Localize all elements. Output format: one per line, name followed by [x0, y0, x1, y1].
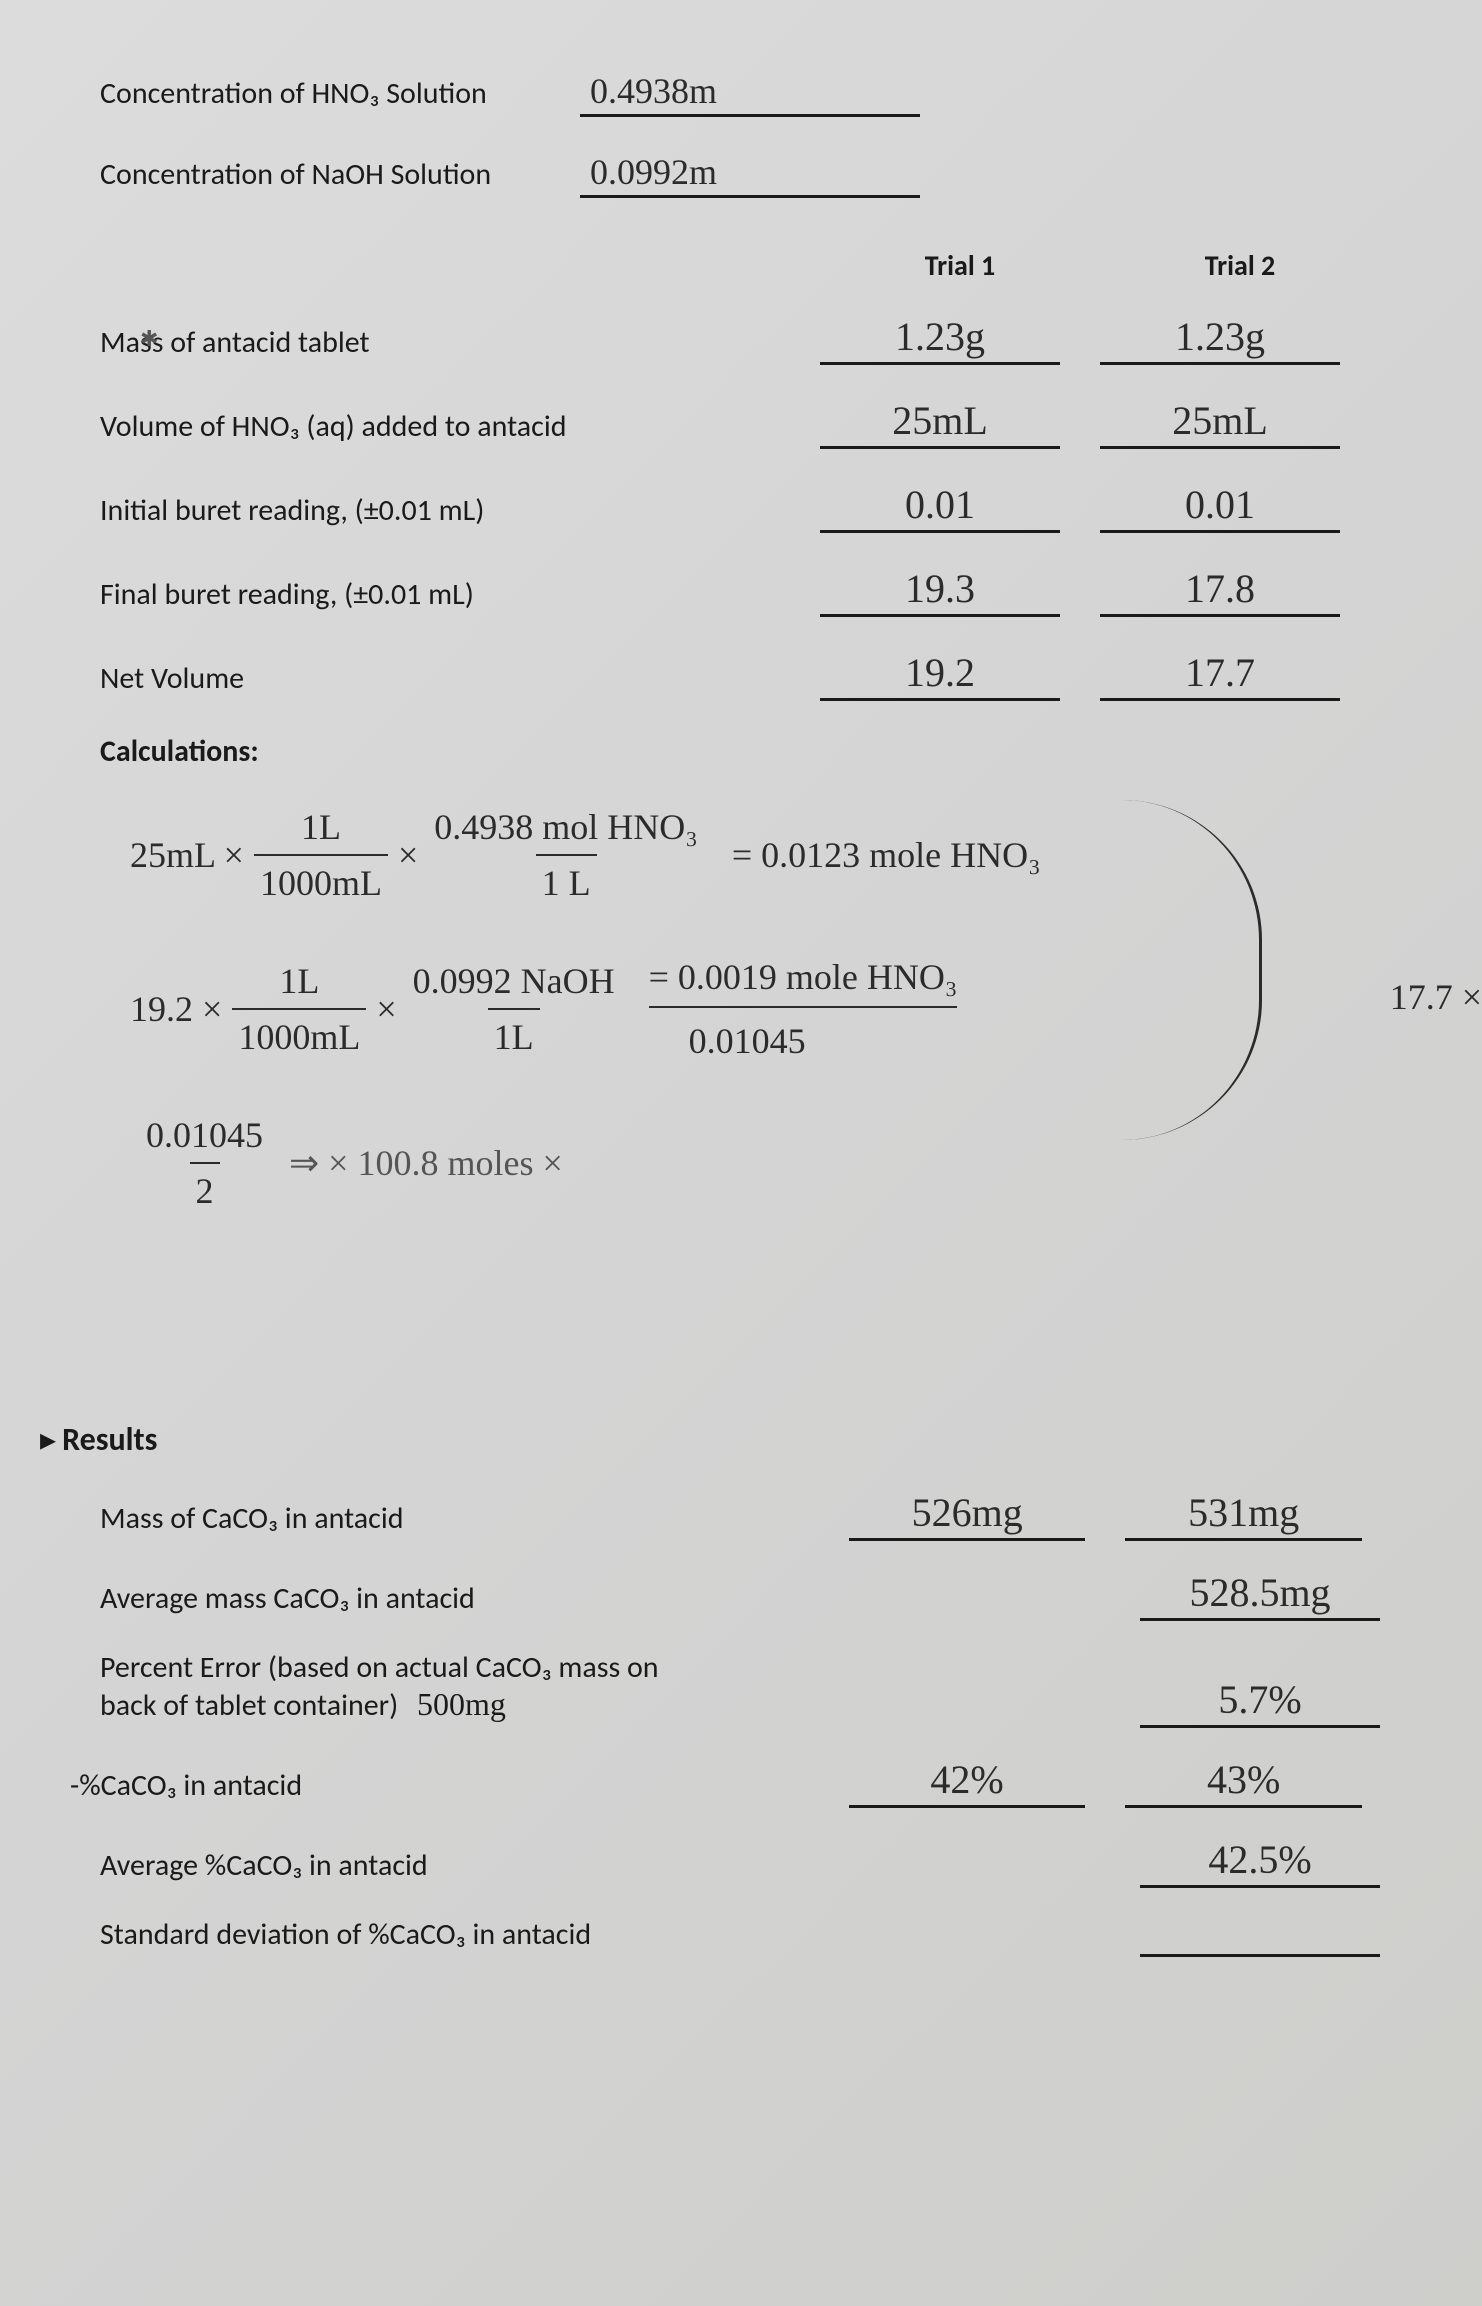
calc-text: ×: [376, 982, 396, 1036]
data-label: Mass of antacid tablet: [100, 324, 820, 365]
trial1-header: Trial 1: [820, 248, 1100, 283]
data-t2: 25mL: [1100, 397, 1340, 449]
conc-hno3-value: 0.4938m: [580, 70, 920, 117]
calculations-header: Calculations:: [100, 733, 1402, 770]
conc-naoh-row: Concentration of NaOH Solution 0.0992m: [100, 151, 1402, 198]
result-row: Average %CaCO₃ in antacid 42.5%: [100, 1836, 1402, 1888]
calc-text: 25mL ×: [130, 828, 244, 882]
result-label: Average mass CaCO₃ in antacid: [100, 1580, 860, 1621]
prefix: -: [70, 1767, 79, 1804]
calc-line-3: 0.01045 2 ⇒ × 100.8 moles ×: [130, 1108, 1402, 1218]
data-t2: 17.8: [1100, 565, 1340, 617]
result-annotation: 500mg: [417, 1686, 506, 1722]
fraction: 0.01045 2: [140, 1108, 269, 1218]
data-t2: 1.23g: [1100, 313, 1340, 365]
data-t2: 17.7: [1100, 649, 1340, 701]
frac-num: 0.4938 mol HNO₃: [428, 800, 704, 854]
conc-hno3-row: Concentration of HNO₃ Solution 0.4938m: [100, 70, 1402, 117]
calc-text: ⇒ × 100.8 moles ×: [289, 1136, 563, 1190]
frac-num: 1L: [273, 954, 325, 1008]
conc-hno3-label: Concentration of HNO₃ Solution: [100, 75, 580, 112]
result-single: 42.5%: [1140, 1836, 1380, 1888]
trial2-header: Trial 2: [1100, 248, 1380, 283]
data-t1: 1.23g: [820, 313, 1060, 365]
conc-naoh-value: 0.0992m: [580, 151, 920, 198]
data-row: Mass of antacid tablet 1.23g 1.23g: [100, 313, 1402, 365]
result-t2: 43%: [1125, 1756, 1362, 1808]
result-label: -%CaCO₃ in antacid: [70, 1767, 849, 1808]
data-label: Initial buret reading, (±0.01 mL): [100, 492, 820, 533]
frac-den: 1000mL: [254, 854, 388, 910]
result-single: 528.5mg: [1140, 1569, 1380, 1621]
result-row: Standard deviation of %CaCO₃ in antacid: [100, 1916, 1402, 1957]
bullet-icon: ✱: [140, 325, 158, 352]
frac-num: 0.0992 NaOH: [407, 954, 621, 1008]
fraction: 0.0992 NaOH 1L: [407, 954, 621, 1064]
results-header-text: Results: [62, 1420, 157, 1459]
data-t1: 19.3: [820, 565, 1060, 617]
data-row: Volume of HNO₃ (aq) added to antacid 25m…: [100, 397, 1402, 449]
result-label-text: Percent Error (based on actual CaCO₃ mas…: [100, 1649, 659, 1724]
calc-text: 19.2 ×: [130, 982, 222, 1036]
result-t2: 531mg: [1125, 1489, 1362, 1541]
data-label: Volume of HNO₃ (aq) added to antacid: [100, 408, 820, 449]
fraction: 1L 1000mL: [254, 800, 388, 910]
frac-num: 0.01045: [140, 1108, 269, 1162]
data-label: Net Volume: [100, 660, 820, 701]
result-label-text: %CaCO₃ in antacid: [79, 1767, 302, 1804]
data-t1: 19.2: [820, 649, 1060, 701]
result-row: Mass of CaCO₃ in antacid 526mg 531mg: [100, 1489, 1402, 1541]
result-label: Standard deviation of %CaCO₃ in antacid: [100, 1916, 860, 1957]
calc-result: = 0.0019 mole HNO₃: [649, 950, 958, 1008]
frac-den: 1000mL: [232, 1008, 366, 1064]
conc-naoh-label: Concentration of NaOH Solution: [100, 156, 580, 193]
result-label: Average %CaCO₃ in antacid: [100, 1847, 860, 1888]
frac-den: 1 L: [536, 854, 597, 910]
result-t1: 526mg: [849, 1489, 1086, 1541]
result-single: [1140, 1952, 1380, 1957]
data-t1: 25mL: [820, 397, 1060, 449]
results-section: Mass of CaCO₃ in antacid 526mg 531mg Ave…: [100, 1489, 1402, 1957]
result-single: 5.7%: [1140, 1676, 1380, 1728]
calculations-area: 25mL × 1L 1000mL × 0.4938 mol HNO₃ 1 L =…: [100, 800, 1402, 1300]
frac-den: 1L: [488, 1008, 540, 1064]
worksheet-page: Concentration of HNO₃ Solution 0.4938m C…: [0, 0, 1482, 2306]
result-t1: 42%: [849, 1756, 1086, 1808]
data-row: Final buret reading, (±0.01 mL) 19.3 17.…: [100, 565, 1402, 617]
result-label: Percent Error (based on actual CaCO₃ mas…: [100, 1649, 860, 1728]
results-header: ▸Results: [40, 1420, 1402, 1459]
result-row: Average mass CaCO₃ in antacid 528.5mg: [100, 1569, 1402, 1621]
data-t2: 0.01: [1100, 481, 1340, 533]
fraction: 0.4938 mol HNO₃ 1 L: [428, 800, 704, 910]
calc-sub: 0.01045: [689, 1014, 806, 1068]
data-row: Net Volume 19.2 17.7: [100, 649, 1402, 701]
fraction: 1L 1000mL: [232, 954, 366, 1064]
data-row: Initial buret reading, (±0.01 mL) 0.01 0…: [100, 481, 1402, 533]
result-label: Mass of CaCO₃ in antacid: [100, 1500, 849, 1541]
data-section: ✱ Mass of antacid tablet 1.23g 1.23g Vol…: [100, 313, 1402, 701]
calc-text: ×: [398, 828, 418, 882]
calc-right-note: 17.7 ×: [1390, 970, 1482, 1024]
trial-header-row: Trial 1 Trial 2: [100, 248, 1402, 283]
result-row: -%CaCO₃ in antacid 42% 43%: [70, 1756, 1402, 1808]
calc-result: = 0.0123 mole HNO₃: [732, 828, 1041, 882]
frac-num: 1L: [295, 800, 347, 854]
data-t1: 0.01: [820, 481, 1060, 533]
data-label: Final buret reading, (±0.01 mL): [100, 576, 820, 617]
frac-den: 2: [190, 1162, 220, 1218]
result-row: Percent Error (based on actual CaCO₃ mas…: [100, 1649, 1402, 1728]
calc-line-2: 19.2 × 1L 1000mL × 0.0992 NaOH 1L = 0.00…: [130, 950, 1402, 1068]
